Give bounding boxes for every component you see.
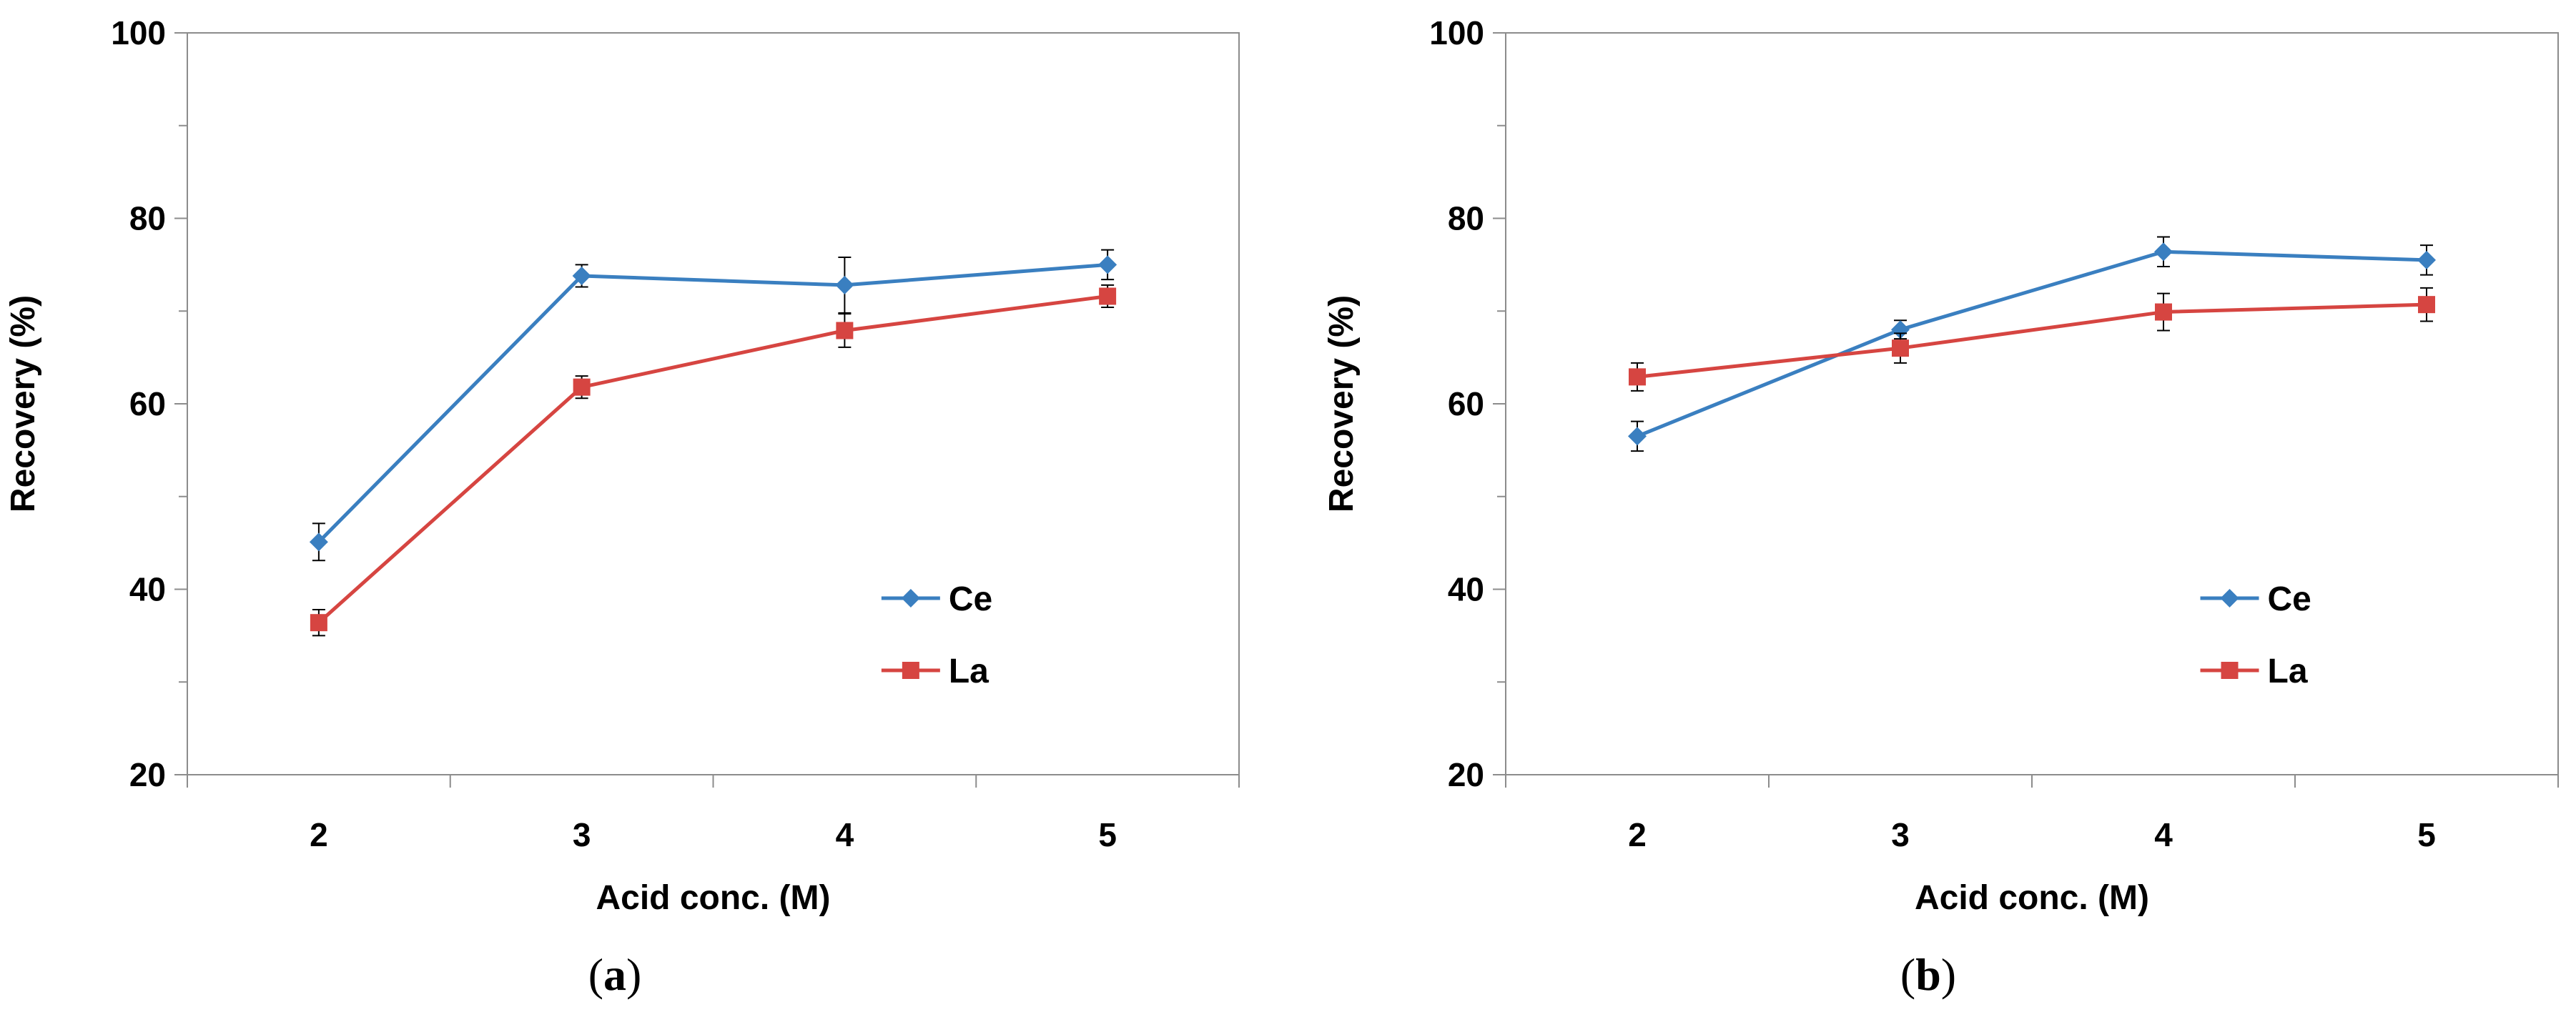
data-point-ce xyxy=(309,532,328,552)
y-tick-label: 60 xyxy=(1448,385,1484,422)
panel-caption: (b) xyxy=(1900,949,1956,1000)
legend-item-ce: Ce xyxy=(2200,580,2311,618)
y-tick-label: 80 xyxy=(1448,200,1484,237)
legend-marker xyxy=(2220,589,2239,607)
x-tick-label: 3 xyxy=(1891,816,1910,853)
y-tick-label: 20 xyxy=(1448,756,1484,793)
data-point-la xyxy=(1629,368,1646,386)
data-point-la xyxy=(2418,296,2435,314)
plot-area xyxy=(1505,32,2559,775)
legend-label: La xyxy=(949,653,989,690)
plot-area xyxy=(187,32,1240,775)
x-axis-title: Acid conc. (M) xyxy=(1915,879,2149,917)
y-tick-label: 100 xyxy=(1429,14,1484,51)
x-tick-label: 2 xyxy=(310,816,328,853)
series-line-ce xyxy=(1637,249,2427,438)
series-line-la xyxy=(1637,302,2427,379)
legend-item-la: La xyxy=(2200,653,2308,690)
data-point-ce xyxy=(1628,427,1647,446)
y-axis-title: Recovery (%) xyxy=(1323,295,1361,512)
legend-label: Ce xyxy=(949,580,992,618)
x-tick-label: 2 xyxy=(1628,816,1647,853)
legend: Ce La xyxy=(881,580,992,690)
chart-panel-a: 20 40 60 80 100 2 3 4 5 Acid conc. (M) Recovery (%… xyxy=(4,14,1240,1000)
x-tick-label: 3 xyxy=(573,816,591,853)
x-tick-label: 5 xyxy=(2417,816,2436,853)
y-axis-title: Recovery (%) xyxy=(4,295,42,512)
y-tick-label: 20 xyxy=(129,756,166,793)
x-tick-label: 4 xyxy=(2154,816,2173,853)
panel-caption: (a) xyxy=(588,949,642,1000)
series-line-ce xyxy=(317,262,1108,544)
legend-label: Ce xyxy=(2268,580,2311,618)
y-tick-label: 40 xyxy=(1448,571,1484,608)
legend-item-ce: Ce xyxy=(881,580,992,618)
data-point-ce xyxy=(835,275,854,294)
legend-marker xyxy=(902,662,919,679)
legend: Ce La xyxy=(2200,580,2311,690)
legend-marker xyxy=(901,589,920,607)
data-point-ce xyxy=(2154,242,2173,262)
chart-panel-b: 20 40 60 80 100 2 3 4 5 Acid conc. (M) Recovery (%… xyxy=(1323,14,2559,1000)
data-point-la xyxy=(1099,287,1117,305)
data-point-la xyxy=(836,322,854,339)
data-point-la xyxy=(1892,339,1909,357)
data-point-ce xyxy=(2417,250,2436,269)
series-line-la xyxy=(317,294,1108,625)
y-tick-label: 100 xyxy=(111,14,166,51)
data-point-la xyxy=(573,378,591,396)
data-point-ce xyxy=(572,266,591,285)
legend-marker xyxy=(2221,662,2239,679)
x-axis-title: Acid conc. (M) xyxy=(596,879,830,917)
y-tick-label: 40 xyxy=(129,571,166,608)
x-tick-label: 5 xyxy=(1098,816,1117,853)
y-tick-label: 80 xyxy=(129,200,166,237)
data-point-la xyxy=(2155,303,2172,321)
legend-item-la: La xyxy=(881,653,989,690)
legend-label: La xyxy=(2268,653,2308,690)
data-point-ce xyxy=(1891,320,1910,339)
x-tick-label: 4 xyxy=(836,816,854,853)
y-tick-label: 60 xyxy=(129,385,166,422)
data-point-ce xyxy=(1098,255,1117,274)
data-point-la xyxy=(310,614,327,632)
